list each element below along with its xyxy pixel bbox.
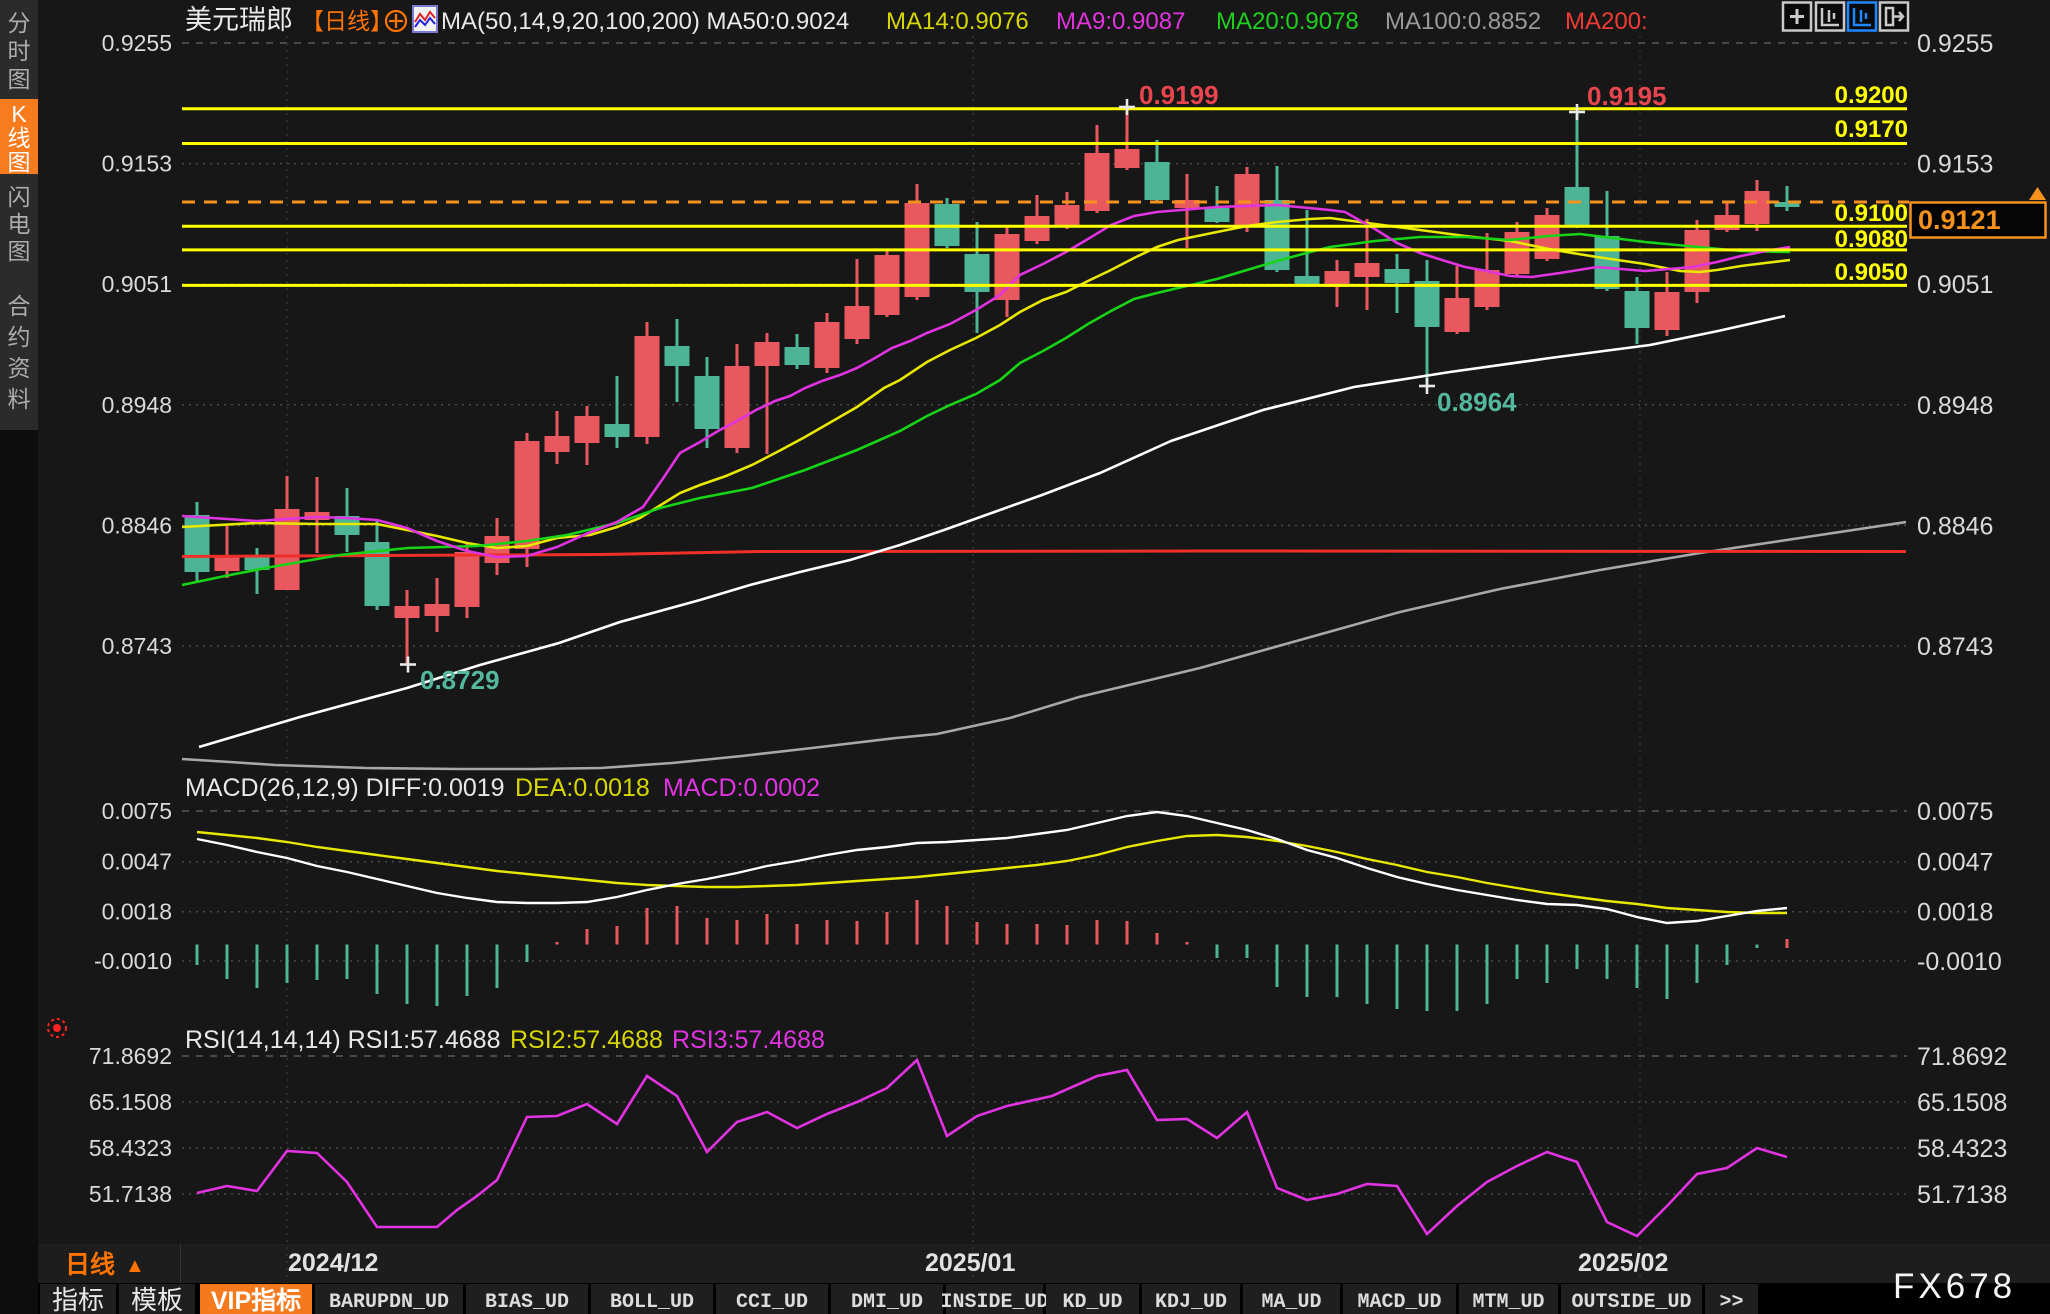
svg-text:65.1508: 65.1508 xyxy=(1917,1089,2007,1117)
svg-text:合: 合 xyxy=(8,293,31,319)
svg-text:分: 分 xyxy=(8,10,31,36)
svg-text:模板: 模板 xyxy=(131,1285,183,1314)
svg-text:>>: >> xyxy=(1719,1291,1743,1314)
svg-text:-0.0010: -0.0010 xyxy=(1917,948,2002,976)
svg-text:MACD_UD: MACD_UD xyxy=(1357,1291,1441,1314)
svg-text:0.9153: 0.9153 xyxy=(102,151,172,177)
svg-text:BOLL_UD: BOLL_UD xyxy=(610,1291,694,1314)
svg-text:RSI3:57.4688: RSI3:57.4688 xyxy=(672,1026,825,1054)
svg-text:71.8692: 71.8692 xyxy=(1917,1043,2007,1071)
svg-text:0.9255: 0.9255 xyxy=(102,30,172,56)
svg-text:0.0047: 0.0047 xyxy=(102,849,172,875)
svg-text:0.0075: 0.0075 xyxy=(1917,798,1993,826)
svg-text:图: 图 xyxy=(8,66,31,92)
svg-text:约: 约 xyxy=(8,324,31,350)
svg-text:0.8743: 0.8743 xyxy=(102,633,172,659)
svg-text:0.8743: 0.8743 xyxy=(1917,633,1993,661)
svg-text:0.8948: 0.8948 xyxy=(102,392,172,418)
svg-text:0.9195: 0.9195 xyxy=(1587,81,1667,111)
svg-text:MTM_UD: MTM_UD xyxy=(1472,1291,1544,1314)
svg-text:-0.0010: -0.0010 xyxy=(94,948,172,974)
svg-text:71.8692: 71.8692 xyxy=(89,1043,172,1069)
svg-text:BIAS_UD: BIAS_UD xyxy=(485,1291,569,1314)
svg-text:时: 时 xyxy=(8,38,31,64)
svg-text:MA9:0.9087: MA9:0.9087 xyxy=(1056,8,1185,35)
svg-text:料: 料 xyxy=(8,386,31,412)
svg-text:指标: 指标 xyxy=(52,1285,104,1314)
svg-text:0.9255: 0.9255 xyxy=(1917,30,1993,58)
svg-text:0.8948: 0.8948 xyxy=(1917,392,1993,420)
svg-text:INSIDE_UD: INSIDE_UD xyxy=(940,1291,1048,1314)
svg-text:闪: 闪 xyxy=(8,184,31,210)
svg-text:MA_UD: MA_UD xyxy=(1261,1291,1321,1314)
svg-text:0.9051: 0.9051 xyxy=(102,271,172,297)
svg-text:0.0047: 0.0047 xyxy=(1917,849,1993,877)
svg-text:MA100:0.8852: MA100:0.8852 xyxy=(1385,8,1541,35)
svg-text:BARUPDN_UD: BARUPDN_UD xyxy=(329,1291,449,1314)
svg-text:DEA:0.0018: DEA:0.0018 xyxy=(515,774,650,802)
svg-text:日线: 日线 xyxy=(65,1250,115,1279)
svg-text:OUTSIDE_UD: OUTSIDE_UD xyxy=(1571,1291,1691,1314)
svg-text:FX678: FX678 xyxy=(1893,1267,2016,1306)
svg-text:K: K xyxy=(11,101,27,127)
svg-text:图: 图 xyxy=(8,149,31,175)
svg-text:0.9051: 0.9051 xyxy=(1917,271,1993,299)
svg-text:▲: ▲ xyxy=(125,1255,145,1277)
svg-text:0.0018: 0.0018 xyxy=(1917,899,1993,927)
svg-text:CCI_UD: CCI_UD xyxy=(736,1291,808,1314)
svg-text:0.9199: 0.9199 xyxy=(1139,80,1219,110)
svg-text:2025/02: 2025/02 xyxy=(1578,1249,1668,1277)
svg-text:美元瑞郎: 美元瑞郎 xyxy=(185,5,293,35)
svg-text:MA200:: MA200: xyxy=(1565,8,1648,35)
svg-text:65.1508: 65.1508 xyxy=(89,1089,172,1115)
svg-text:0.9121: 0.9121 xyxy=(1918,205,2001,235)
svg-text:线: 线 xyxy=(8,125,31,151)
svg-text:资: 资 xyxy=(8,355,31,381)
svg-text:0.0018: 0.0018 xyxy=(102,899,172,925)
svg-text:0.9100: 0.9100 xyxy=(1835,200,1908,227)
svg-text:0.9153: 0.9153 xyxy=(1917,151,1993,179)
svg-text:0.9170: 0.9170 xyxy=(1835,116,1908,143)
svg-text:51.7138: 51.7138 xyxy=(89,1181,172,1207)
svg-text:【日线】: 【日线】 xyxy=(301,8,393,34)
svg-text:MA(50,14,9,20,100,200) MA50:0: MA(50,14,9,20,100,200) MA50:0.9024 xyxy=(441,8,849,35)
svg-text:MACD:0.0002: MACD:0.0002 xyxy=(663,774,820,802)
svg-text:0.9080: 0.9080 xyxy=(1835,226,1908,253)
svg-text:图: 图 xyxy=(8,238,31,264)
svg-text:MA14:0.9076: MA14:0.9076 xyxy=(886,8,1029,35)
svg-text:DMI_UD: DMI_UD xyxy=(851,1291,923,1314)
svg-text:58.4323: 58.4323 xyxy=(89,1135,172,1161)
svg-text:RSI(14,14,14) RSI1:57.4688: RSI(14,14,14) RSI1:57.4688 xyxy=(185,1026,500,1054)
svg-text:KD_UD: KD_UD xyxy=(1062,1291,1122,1314)
svg-text:51.7138: 51.7138 xyxy=(1917,1181,2007,1209)
svg-text:MA20:0.9078: MA20:0.9078 xyxy=(1216,8,1359,35)
svg-text:RSI2:57.4688: RSI2:57.4688 xyxy=(510,1026,663,1054)
svg-text:VIP指标: VIP指标 xyxy=(211,1287,301,1314)
svg-text:0.8729: 0.8729 xyxy=(420,665,500,695)
svg-text:2025/01: 2025/01 xyxy=(925,1249,1015,1277)
svg-text:0.8846: 0.8846 xyxy=(1917,512,1993,540)
svg-text:58.4323: 58.4323 xyxy=(1917,1135,2007,1163)
svg-text:2024/12: 2024/12 xyxy=(288,1249,378,1277)
svg-text:0.8964: 0.8964 xyxy=(1437,387,1517,417)
svg-text:MACD(26,12,9) DIFF:0.0019: MACD(26,12,9) DIFF:0.0019 xyxy=(185,774,505,802)
svg-text:KDJ_UD: KDJ_UD xyxy=(1155,1291,1227,1314)
svg-text:0.9050: 0.9050 xyxy=(1835,259,1908,286)
svg-text:电: 电 xyxy=(8,211,31,237)
svg-text:0.0075: 0.0075 xyxy=(102,798,172,824)
svg-text:0.9200: 0.9200 xyxy=(1835,82,1908,109)
svg-text:0.8846: 0.8846 xyxy=(102,512,172,538)
